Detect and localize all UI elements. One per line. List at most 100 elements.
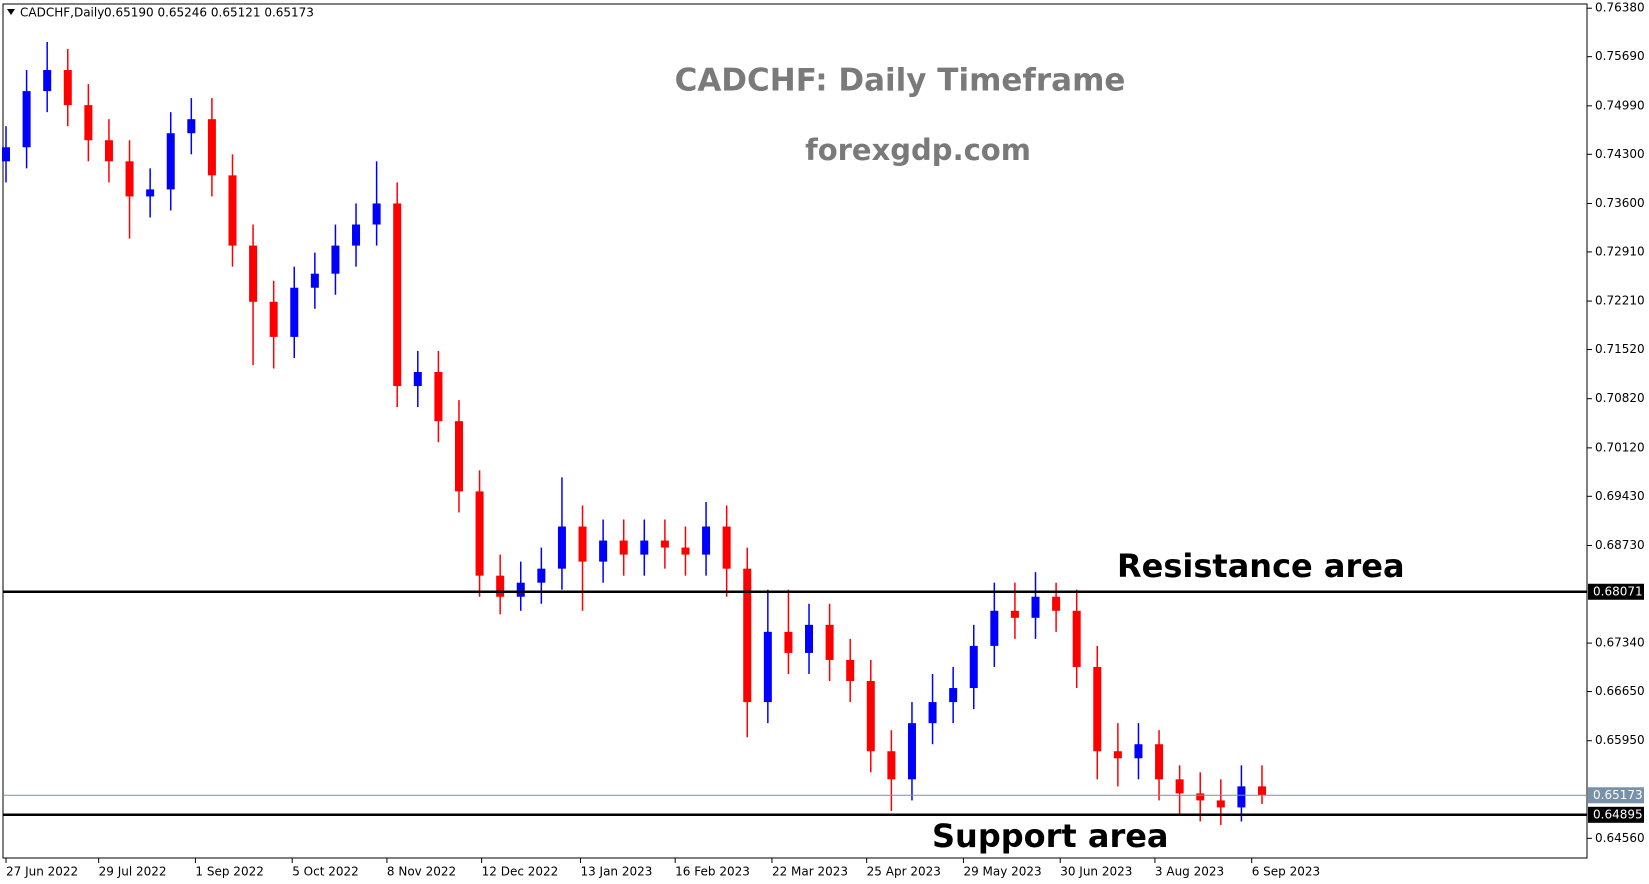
candle-body xyxy=(681,547,690,555)
x-tick-label: 12 Dec 2022 xyxy=(482,865,559,879)
y-tick-label: 0.73600 xyxy=(1595,196,1645,210)
x-tick-label: 8 Nov 2022 xyxy=(387,865,456,879)
candle-body xyxy=(1134,744,1143,759)
candle-body xyxy=(990,610,999,646)
x-tick-label: 27 Jun 2022 xyxy=(6,865,78,879)
x-tick-label: 16 Feb 2023 xyxy=(675,865,750,879)
chart-title: CADCHF: Daily Timeframe xyxy=(675,63,1126,99)
candle-body xyxy=(413,372,422,387)
candle-body xyxy=(84,105,93,141)
y-tick-label: 0.70820 xyxy=(1595,391,1645,405)
y-tick-label: 0.70120 xyxy=(1595,440,1645,454)
candle-body xyxy=(722,526,731,569)
candle-body xyxy=(1031,596,1040,618)
candle-body xyxy=(846,659,855,682)
candle-body xyxy=(784,631,793,653)
candle-body xyxy=(743,568,752,703)
candle-body xyxy=(187,119,196,134)
candle-body xyxy=(949,688,958,703)
candle-body xyxy=(290,287,299,337)
x-tick-label: 22 Mar 2023 xyxy=(772,865,848,879)
y-tick-label: 0.71520 xyxy=(1595,342,1645,356)
candle-body xyxy=(907,723,916,780)
price-label-box xyxy=(1588,806,1644,823)
candle-body xyxy=(249,245,258,302)
candle-body xyxy=(928,702,937,724)
candle-body xyxy=(1052,596,1061,611)
candle-body xyxy=(640,540,649,555)
x-tick-label: 25 Apr 2023 xyxy=(867,865,941,879)
y-tick-label: 0.75690 xyxy=(1595,49,1645,63)
candle-body xyxy=(372,203,381,225)
candle-body xyxy=(125,161,134,197)
candle-body xyxy=(1113,751,1122,759)
candle-body xyxy=(1237,786,1246,808)
candle-body xyxy=(1175,779,1184,794)
candle-body xyxy=(516,582,525,597)
candle-body xyxy=(434,372,443,422)
candle-body xyxy=(557,526,566,569)
y-tick-label: 0.76380 xyxy=(1595,1,1645,15)
candle-body xyxy=(454,421,463,492)
candle-body xyxy=(599,540,608,562)
candle-body xyxy=(1196,793,1205,801)
annotation: Resistance area xyxy=(1117,547,1405,585)
x-tick-label: 6 Sep 2023 xyxy=(1252,865,1320,879)
x-tick-label: 1 Sep 2022 xyxy=(195,865,263,879)
chart-subtitle: forexgdp.com xyxy=(805,133,1031,167)
y-tick-label: 0.65950 xyxy=(1595,733,1645,747)
candle-body xyxy=(1010,610,1019,618)
candle-body xyxy=(352,224,361,246)
candle-body xyxy=(207,119,216,176)
y-tick-label: 0.69430 xyxy=(1595,489,1645,503)
candle-body xyxy=(496,575,505,597)
candle-body xyxy=(1072,610,1081,667)
candle-body xyxy=(63,70,72,106)
candle-body xyxy=(660,540,669,548)
candle-body xyxy=(537,568,546,583)
y-tick-label: 0.64560 xyxy=(1595,831,1645,845)
candle-body xyxy=(1093,666,1102,752)
annotation: Support area xyxy=(932,817,1169,855)
x-tick-label: 29 Jul 2022 xyxy=(99,865,167,879)
y-tick-label: 0.72210 xyxy=(1595,294,1645,308)
price-label-box xyxy=(1588,787,1644,804)
menu-icon xyxy=(7,9,15,15)
candle-body xyxy=(166,133,175,190)
candle-body xyxy=(43,70,52,92)
x-tick-label: 5 Oct 2022 xyxy=(292,865,359,879)
candle-body xyxy=(104,140,113,162)
y-tick-label: 0.67340 xyxy=(1595,636,1645,650)
price-label: 0.64895 xyxy=(1593,807,1643,821)
symbol: CADCHF,Daily xyxy=(20,6,104,20)
candle-body xyxy=(310,273,319,288)
candle-body xyxy=(578,526,587,562)
candle-body xyxy=(146,189,155,197)
candle-body xyxy=(228,175,237,246)
candle-body xyxy=(763,631,772,703)
candle-body xyxy=(22,91,31,148)
y-tick-label: 0.68730 xyxy=(1595,538,1645,552)
candle-body xyxy=(1216,800,1225,808)
price-label-box xyxy=(1588,583,1644,600)
y-tick-label: 0.66650 xyxy=(1595,684,1645,698)
candle-body xyxy=(825,624,834,660)
candle-body xyxy=(331,245,340,274)
price-label: 0.68071 xyxy=(1593,584,1643,598)
y-tick-label: 0.72910 xyxy=(1595,244,1645,258)
candle-body xyxy=(702,526,711,555)
plot-frame xyxy=(2,3,1588,859)
candle-body xyxy=(2,147,10,162)
candle-body xyxy=(1155,744,1164,780)
price-label: 0.65173 xyxy=(1593,788,1643,802)
candle-body xyxy=(866,681,875,752)
candle-body xyxy=(619,540,628,555)
y-tick-label: 0.74300 xyxy=(1595,147,1645,161)
x-tick-label: 13 Jan 2023 xyxy=(580,865,652,879)
x-tick-label: 3 Aug 2023 xyxy=(1155,865,1224,879)
candle-body xyxy=(805,624,814,653)
x-tick-label: 29 May 2023 xyxy=(963,865,1041,879)
x-tick-label: 30 Jun 2023 xyxy=(1060,865,1132,879)
